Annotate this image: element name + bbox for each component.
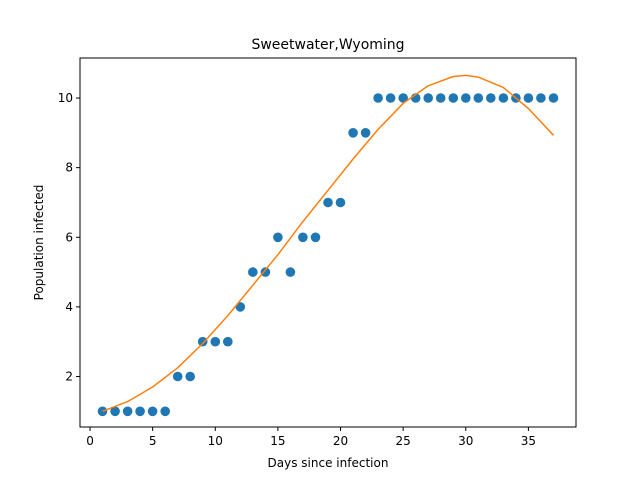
data-point-13	[260, 267, 271, 277]
data-point-22	[373, 93, 383, 103]
data-point-35	[536, 93, 546, 103]
x-axis: 0 5 10 15 20 25 30 35	[86, 427, 536, 448]
data-point-5	[160, 406, 170, 417]
data-point-26	[423, 93, 434, 103]
y-axis: 2 4 6 8 10	[58, 91, 80, 384]
data-point-19	[335, 197, 346, 208]
x-tick-label-1: 5	[149, 434, 157, 448]
data-point-32	[498, 93, 509, 103]
y-tick-label-3: 8	[65, 161, 73, 175]
data-point-27	[435, 93, 446, 103]
x-tick-label-3: 15	[270, 434, 285, 448]
data-point-20	[348, 128, 358, 138]
data-point-30	[473, 93, 484, 103]
data-point-10	[223, 336, 233, 347]
data-point-9	[210, 336, 221, 347]
x-tick-label-0: 0	[86, 434, 94, 448]
y-tick-label-0: 2	[65, 370, 73, 384]
y-tick-label-4: 10	[58, 91, 73, 105]
data-point-3	[135, 406, 145, 417]
data-point-8	[197, 336, 208, 347]
data-point-17	[310, 232, 321, 243]
fit-curve-line	[102, 74, 555, 412]
x-tick-label-6: 30	[458, 434, 473, 448]
y-axis-label: Population infected	[32, 185, 46, 301]
axes-frame	[79, 57, 577, 428]
data-point-12	[248, 267, 258, 277]
data-point-16	[298, 232, 308, 243]
x-tick-label-2: 10	[208, 434, 223, 448]
data-point-29	[461, 93, 471, 103]
x-tick-label-7: 35	[521, 434, 536, 448]
data-point-23	[385, 93, 396, 103]
x-tick-label-4: 20	[333, 434, 348, 448]
data-point-21	[360, 128, 371, 138]
data-point-1	[110, 406, 120, 417]
data-point-15	[285, 267, 296, 277]
data-point-7	[185, 371, 195, 382]
chart-title: Sweetwater,Wyoming	[251, 37, 404, 53]
data-point-4	[147, 406, 158, 417]
data-point-31	[486, 93, 496, 103]
data-point-6	[172, 371, 183, 382]
x-tick-label-5: 25	[396, 434, 411, 448]
y-tick-label-1: 4	[65, 300, 73, 314]
data-point-18	[323, 197, 333, 208]
data-point-34	[523, 93, 534, 103]
data-point-14	[273, 232, 283, 243]
plot-area	[97, 74, 559, 417]
data-point-2	[122, 406, 133, 417]
x-axis-label: Days since infection	[268, 456, 389, 470]
data-point-28	[448, 93, 459, 103]
y-tick-label-2: 6	[65, 230, 73, 244]
data-point-36	[548, 93, 559, 103]
data-point-24	[398, 93, 409, 103]
